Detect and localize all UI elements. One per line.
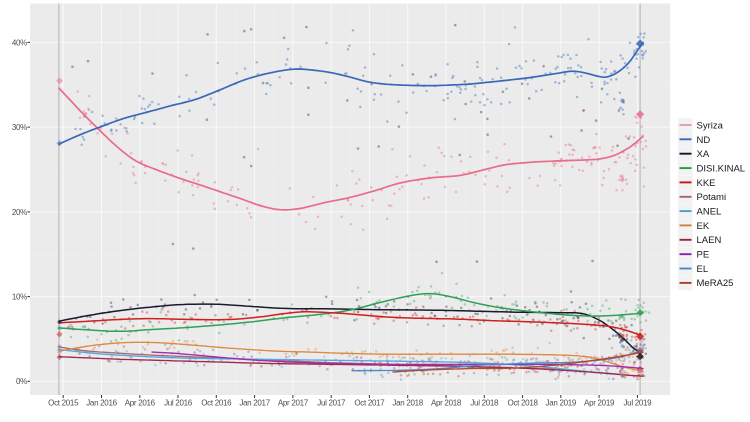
svg-text:DISI.KINAL: DISI.KINAL: [697, 164, 746, 175]
svg-text:Jul 2017: Jul 2017: [317, 398, 346, 407]
svg-text:Jul 2018: Jul 2018: [470, 398, 499, 407]
svg-text:Jan 2017: Jan 2017: [239, 398, 270, 407]
svg-text:ND: ND: [697, 135, 711, 146]
svg-text:Apr 2018: Apr 2018: [431, 398, 462, 407]
svg-text:Oct 2017: Oct 2017: [354, 398, 385, 407]
svg-text:Apr 2017: Apr 2017: [278, 398, 309, 407]
svg-text:Oct 2016: Oct 2016: [201, 398, 232, 407]
svg-text:KKE: KKE: [697, 178, 716, 189]
svg-text:Jul 2019: Jul 2019: [623, 398, 652, 407]
svg-text:LAEN: LAEN: [697, 235, 722, 246]
svg-text:0%: 0%: [16, 377, 27, 386]
svg-text:20%: 20%: [12, 208, 27, 217]
svg-text:MeRA25: MeRA25: [697, 278, 734, 289]
svg-text:30%: 30%: [12, 123, 27, 132]
svg-text:Jul 2016: Jul 2016: [164, 398, 193, 407]
svg-text:Oct 2015: Oct 2015: [48, 398, 79, 407]
svg-text:40%: 40%: [12, 38, 27, 47]
svg-text:EK: EK: [697, 221, 710, 232]
svg-text:Apr 2016: Apr 2016: [125, 398, 156, 407]
svg-text:PE: PE: [697, 250, 710, 261]
svg-text:Jan 2018: Jan 2018: [392, 398, 423, 407]
svg-text:Apr 2019: Apr 2019: [584, 398, 615, 407]
svg-text:10%: 10%: [12, 293, 27, 302]
svg-text:Oct 2018: Oct 2018: [508, 398, 539, 407]
svg-text:Syriza: Syriza: [697, 120, 724, 131]
svg-text:ANEL: ANEL: [697, 207, 722, 218]
svg-text:XA: XA: [697, 149, 710, 160]
svg-text:Potami: Potami: [697, 192, 727, 203]
svg-text:Jan 2016: Jan 2016: [86, 398, 117, 407]
svg-text:EL: EL: [697, 264, 709, 275]
svg-text:Jan 2019: Jan 2019: [546, 398, 577, 407]
